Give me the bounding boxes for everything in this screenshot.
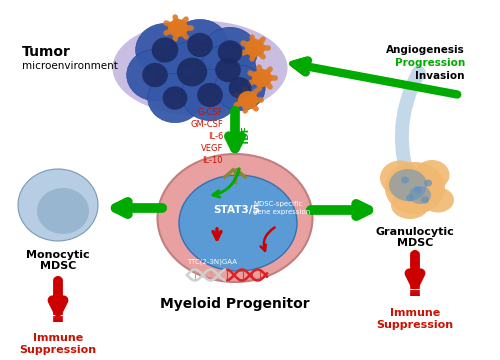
Ellipse shape: [158, 154, 312, 282]
FancyArrowPatch shape: [259, 81, 262, 89]
Ellipse shape: [168, 19, 188, 37]
Ellipse shape: [414, 186, 422, 194]
Ellipse shape: [126, 49, 184, 101]
Text: Invasion: Invasion: [416, 71, 465, 81]
Text: Myeloid Progenitor: Myeloid Progenitor: [160, 297, 310, 311]
Ellipse shape: [18, 169, 98, 241]
FancyArrowPatch shape: [250, 73, 260, 77]
Text: Granulocytic: Granulocytic: [376, 227, 454, 237]
Ellipse shape: [409, 186, 431, 204]
FancyArrowPatch shape: [245, 103, 248, 111]
FancyArrowPatch shape: [180, 19, 186, 26]
Text: Angiogenesis: Angiogenesis: [386, 45, 465, 55]
Text: microenvironment: microenvironment: [22, 61, 118, 71]
FancyArrowPatch shape: [236, 101, 246, 105]
Text: Suppression: Suppression: [20, 345, 96, 355]
FancyArrowPatch shape: [264, 69, 270, 76]
Ellipse shape: [187, 33, 213, 57]
Ellipse shape: [380, 161, 420, 195]
Text: Suppression: Suppression: [376, 320, 454, 330]
Ellipse shape: [238, 91, 258, 109]
Ellipse shape: [389, 169, 427, 201]
Text: IL-10: IL-10: [202, 156, 223, 165]
Ellipse shape: [136, 23, 194, 77]
FancyArrowPatch shape: [236, 95, 246, 99]
FancyArrowPatch shape: [180, 30, 186, 37]
FancyArrowPatch shape: [175, 31, 178, 39]
Text: GM-CSF: GM-CSF: [190, 120, 223, 129]
FancyArrowPatch shape: [252, 37, 254, 45]
Ellipse shape: [215, 65, 265, 111]
Ellipse shape: [215, 58, 241, 82]
FancyArrowPatch shape: [259, 67, 262, 75]
Ellipse shape: [424, 180, 432, 186]
FancyArrowPatch shape: [252, 51, 254, 59]
Text: MDSC-specific
gene expression: MDSC-specific gene expression: [253, 201, 310, 215]
FancyArrowPatch shape: [402, 72, 418, 193]
Text: G-CSF: G-CSF: [198, 108, 223, 117]
Ellipse shape: [162, 86, 188, 110]
Ellipse shape: [401, 176, 409, 184]
Ellipse shape: [414, 160, 450, 190]
Ellipse shape: [37, 188, 89, 234]
Ellipse shape: [158, 42, 226, 102]
Text: VEGF: VEGF: [200, 144, 223, 153]
FancyArrowPatch shape: [250, 79, 260, 83]
Ellipse shape: [182, 69, 238, 121]
Ellipse shape: [252, 69, 272, 87]
FancyArrowPatch shape: [243, 49, 252, 53]
Ellipse shape: [385, 162, 445, 214]
Ellipse shape: [228, 77, 252, 99]
Ellipse shape: [421, 197, 429, 203]
Text: Monocytic: Monocytic: [26, 250, 90, 260]
FancyArrowPatch shape: [166, 29, 175, 33]
Ellipse shape: [112, 21, 288, 116]
FancyArrowPatch shape: [166, 23, 175, 27]
Ellipse shape: [142, 63, 168, 87]
Text: MDSC: MDSC: [40, 261, 76, 271]
Ellipse shape: [172, 19, 228, 71]
FancyArrowPatch shape: [250, 91, 256, 98]
FancyArrowPatch shape: [250, 102, 256, 109]
Ellipse shape: [406, 194, 414, 202]
Ellipse shape: [148, 73, 203, 123]
FancyArrowPatch shape: [257, 50, 263, 57]
FancyArrowPatch shape: [264, 80, 270, 87]
Text: TTC(2-3N)GAA: TTC(2-3N)GAA: [187, 259, 237, 265]
Ellipse shape: [200, 44, 256, 96]
Text: IL-6: IL-6: [208, 131, 223, 140]
Ellipse shape: [152, 37, 178, 63]
Ellipse shape: [202, 27, 258, 77]
Text: Progression: Progression: [395, 58, 465, 68]
Ellipse shape: [422, 188, 454, 212]
FancyArrowPatch shape: [245, 89, 248, 97]
Ellipse shape: [391, 191, 429, 219]
Ellipse shape: [197, 83, 223, 107]
Ellipse shape: [245, 39, 265, 57]
Text: TDF: TDF: [242, 125, 251, 145]
FancyArrowPatch shape: [257, 39, 263, 46]
FancyArrowPatch shape: [243, 43, 252, 47]
Text: MDSC: MDSC: [397, 238, 433, 248]
Ellipse shape: [179, 175, 297, 271]
Text: Tumor: Tumor: [22, 45, 71, 59]
Text: Immune: Immune: [33, 333, 83, 343]
Ellipse shape: [218, 40, 242, 64]
FancyArrowPatch shape: [175, 17, 178, 25]
Ellipse shape: [177, 58, 207, 86]
Text: STAT3/5: STAT3/5: [213, 205, 260, 215]
FancyArrowPatch shape: [292, 59, 458, 94]
Text: Immune: Immune: [390, 308, 440, 318]
